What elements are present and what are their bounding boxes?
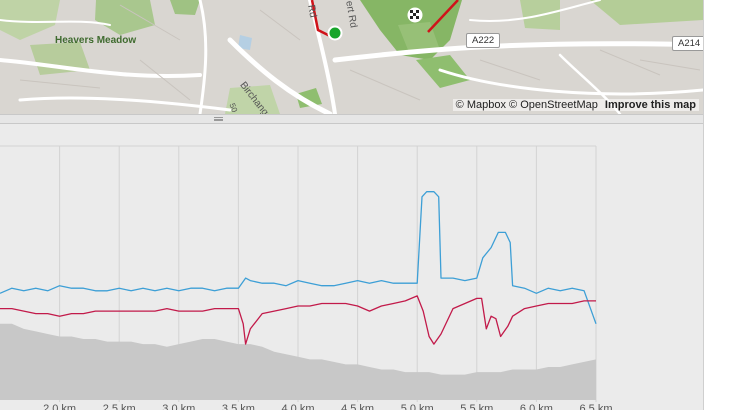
improve-map-link[interactable]: Improve this map — [604, 99, 696, 111]
road-shield-a214: A214 — [672, 36, 703, 51]
grip-icon — [214, 117, 223, 121]
chart-canvas: 2.0 km 2.5 km 3.0 km 3.5 km 4.0 km 4.5 km 5.0 … — [0, 124, 613, 415]
x-tick-label: 6.5 km — [579, 403, 612, 410]
chart-line-series — [0, 191, 597, 345]
panel-resize-handle[interactable] — [0, 114, 703, 124]
route-finish-flag-icon[interactable] — [407, 7, 423, 23]
x-tick-label: 6.0 km — [520, 403, 553, 410]
activity-chart[interactable]: 2.0 km 2.5 km 3.0 km 3.5 km 4.0 km 4.5 km 5.0 … — [0, 124, 703, 415]
x-tick-label: 4.5 km — [341, 403, 374, 410]
park-label: Heavers Meadow — [55, 35, 137, 46]
x-tick-label: 2.0 km — [43, 403, 76, 410]
chart-area-series — [0, 323, 596, 400]
osm-attribution-link[interactable]: © OpenStreetMap — [509, 99, 598, 111]
road-shield-a222: A222 — [466, 33, 501, 48]
x-tick-label: 5.0 km — [401, 403, 434, 410]
mapbox-attribution-link[interactable]: © Mapbox — [455, 99, 506, 111]
x-tick-label: 3.5 km — [222, 403, 255, 410]
x-tick-label: 5.5 km — [460, 403, 493, 410]
map-attribution: © Mapbox © OpenStreetMap Improve this ma… — [452, 99, 699, 111]
elevation-area — [0, 323, 596, 400]
road-label-a: Rd — [305, 4, 319, 19]
series-line-red — [0, 295, 596, 345]
route-start-marker[interactable] — [327, 25, 343, 41]
right-scroll-strip — [703, 0, 729, 410]
x-tick-label: 4.0 km — [281, 403, 314, 410]
series-line-blue — [0, 191, 597, 325]
map-canvas — [0, 0, 703, 114]
x-tick-label: 3.0 km — [162, 403, 195, 410]
x-tick-label: 2.5 km — [103, 403, 136, 410]
route-map[interactable]: Heavers Meadow Birchanger Rd Rd ert Rd 5… — [0, 0, 703, 114]
